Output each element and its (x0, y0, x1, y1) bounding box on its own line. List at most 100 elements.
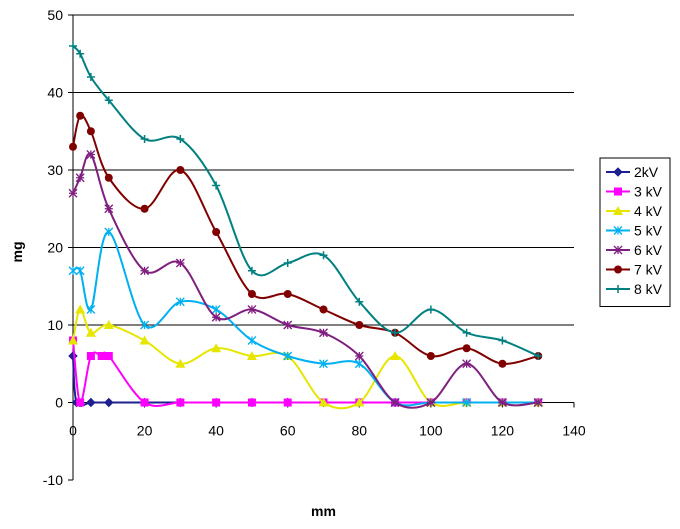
data-point (212, 398, 221, 407)
series-7 (69, 42, 543, 360)
series-line (72, 308, 539, 410)
data-point (212, 228, 221, 236)
y-tick-label: 50 (47, 7, 63, 23)
data-point (318, 397, 329, 407)
x-tick-label: 140 (562, 423, 586, 439)
data-point (283, 398, 292, 407)
legend-item: 7 kV (606, 262, 663, 278)
y-axis-title: mg (9, 242, 25, 263)
x-tick-label: 0 (69, 423, 77, 439)
legend-marker (613, 245, 623, 255)
x-tick-label: 80 (351, 423, 367, 439)
data-point (319, 305, 328, 314)
data-point (75, 173, 85, 183)
series-line (72, 114, 539, 365)
data-point (139, 335, 150, 345)
legend-item: 4 kV (606, 203, 663, 219)
series-6 (69, 111, 543, 368)
data-point (246, 351, 257, 360)
data-point (68, 266, 78, 276)
y-tick-label: 40 (47, 85, 63, 101)
data-point (140, 320, 150, 330)
data-point (319, 328, 328, 338)
data-point (211, 312, 221, 322)
data-point (176, 135, 185, 143)
data-point (75, 304, 86, 314)
data-point (86, 73, 95, 81)
data-point (247, 305, 257, 314)
series-2 (69, 336, 543, 407)
data-point (426, 305, 435, 314)
legend-item: 8 kV (606, 281, 663, 297)
data-point (69, 42, 77, 50)
data-point (75, 266, 85, 276)
data-point (76, 398, 85, 407)
data-point (498, 359, 507, 368)
data-point (69, 142, 77, 151)
y-tick-label: -10 (43, 472, 63, 488)
y-tick-label: 20 (47, 240, 63, 256)
series-3 (68, 304, 544, 410)
legend-label: 5 kV (634, 223, 663, 239)
data-point (76, 111, 85, 120)
legend-item: 6 kV (606, 242, 663, 258)
data-point (86, 127, 95, 136)
legend-label: 3 kV (634, 184, 663, 200)
legend-marker (613, 226, 623, 235)
data-point (355, 297, 364, 306)
data-point (498, 336, 507, 345)
data-point (211, 305, 221, 314)
series-5 (68, 150, 543, 409)
data-point (533, 398, 543, 407)
data-point (354, 359, 364, 369)
data-point (104, 173, 113, 182)
data-point (534, 352, 543, 360)
x-tick-label: 100 (419, 423, 443, 439)
data-point (86, 150, 96, 159)
data-point (355, 321, 364, 329)
data-point (247, 336, 257, 345)
data-point (68, 351, 78, 361)
legend-box (599, 157, 671, 307)
legend-label: 2kV (634, 164, 659, 180)
data-point (86, 352, 95, 360)
data-point (176, 398, 185, 407)
data-point (175, 358, 186, 368)
data-point (76, 49, 85, 58)
data-point (319, 359, 328, 369)
data-point (140, 398, 149, 407)
y-tick-label: 30 (47, 162, 63, 178)
data-point (462, 359, 472, 369)
x-axis-title: mm (311, 503, 336, 519)
legend-item: 2kV (606, 164, 659, 180)
data-point (211, 343, 222, 353)
x-tick-label: 60 (280, 423, 296, 439)
legend-label: 7 kV (634, 262, 663, 278)
data-point (283, 290, 292, 298)
data-point (140, 204, 149, 213)
data-point (68, 335, 78, 345)
x-tick-label: 120 (491, 423, 515, 439)
legend-marker (613, 206, 623, 215)
legend: 2kV 3 kV 4 kV 5 kV 6 kV 7 kV 8 kV (599, 157, 671, 307)
data-point (462, 344, 471, 353)
x-tick-label: 40 (208, 423, 224, 439)
data-point (247, 290, 256, 298)
data-point (462, 328, 471, 337)
x-tick-label: 20 (137, 423, 153, 439)
data-point (85, 327, 96, 337)
y-tick-label: 10 (47, 317, 63, 333)
data-point (426, 398, 436, 407)
data-point (391, 328, 400, 337)
data-point (390, 398, 400, 407)
data-point (319, 251, 328, 260)
data-point (283, 351, 293, 361)
legend-marker (614, 187, 622, 196)
legend-marker (614, 265, 622, 274)
data-point (97, 352, 106, 360)
data-point (175, 258, 185, 268)
data-point (68, 188, 78, 198)
data-point (283, 320, 293, 330)
y-tick-labels: -10 0 10 20 30 40 50 (43, 7, 63, 488)
